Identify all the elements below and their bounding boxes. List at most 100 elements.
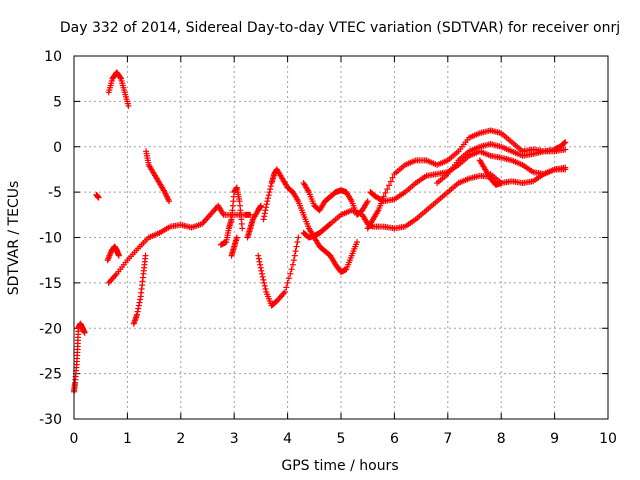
data-point bbox=[387, 178, 394, 185]
data-point bbox=[267, 186, 274, 193]
series-arc-i bbox=[217, 184, 246, 248]
data-point bbox=[295, 234, 302, 241]
data-point bbox=[382, 189, 389, 196]
data-point bbox=[294, 239, 301, 246]
x-tick-label: 0 bbox=[70, 431, 79, 447]
data-point bbox=[290, 257, 297, 264]
data-point bbox=[265, 195, 272, 202]
data-point bbox=[364, 198, 371, 205]
y-tick-label: -25 bbox=[39, 367, 62, 383]
data-point bbox=[264, 198, 271, 205]
data-point bbox=[258, 270, 265, 277]
data-point bbox=[261, 282, 268, 289]
data-point bbox=[262, 207, 269, 214]
data-point bbox=[134, 308, 141, 315]
data-point bbox=[95, 194, 102, 201]
series-arc-a bbox=[71, 325, 82, 395]
data-point bbox=[289, 261, 296, 268]
data-point bbox=[117, 74, 124, 81]
series-arc-j bbox=[228, 234, 240, 259]
data-point bbox=[256, 258, 263, 265]
data-point bbox=[562, 146, 569, 153]
series-arc-g bbox=[130, 252, 149, 327]
series-arc-b bbox=[75, 320, 88, 336]
data-point bbox=[262, 285, 269, 292]
data-point bbox=[142, 252, 149, 259]
data-point bbox=[239, 225, 246, 232]
data-point bbox=[115, 252, 122, 259]
x-tick-label: 7 bbox=[443, 431, 452, 447]
data-points bbox=[71, 69, 569, 395]
data-point bbox=[134, 311, 141, 318]
y-tick-label: -20 bbox=[39, 321, 62, 337]
series-arc-c bbox=[93, 191, 102, 201]
y-tick-labels: -30 -25 -20 -15 -10 -5 0 5 10 bbox=[39, 49, 62, 428]
series-arc-n bbox=[300, 172, 494, 241]
y-tick-label: 5 bbox=[53, 94, 62, 110]
data-point bbox=[281, 288, 288, 295]
x-tick-label: 2 bbox=[176, 431, 185, 447]
data-point bbox=[260, 276, 267, 283]
data-point bbox=[354, 239, 361, 246]
data-point bbox=[389, 174, 396, 181]
series-arc-e bbox=[104, 243, 122, 264]
x-tick-label: 3 bbox=[230, 431, 239, 447]
data-point bbox=[137, 296, 144, 303]
data-point bbox=[293, 243, 300, 250]
data-point bbox=[135, 305, 142, 312]
plot-frame bbox=[73, 55, 609, 420]
series-arc-h bbox=[143, 148, 173, 205]
data-point bbox=[380, 193, 387, 200]
series-arc-d bbox=[105, 202, 254, 286]
data-point bbox=[263, 204, 270, 211]
data-point bbox=[561, 139, 568, 146]
data-point bbox=[257, 261, 264, 268]
y-tick-label: -15 bbox=[39, 276, 62, 292]
series-arc-q bbox=[364, 127, 569, 232]
data-point bbox=[257, 264, 264, 271]
x-tick-label: 4 bbox=[283, 431, 292, 447]
data-point bbox=[135, 302, 142, 309]
x-tick-label: 10 bbox=[599, 431, 617, 447]
data-point bbox=[255, 252, 262, 259]
data-point bbox=[386, 182, 393, 189]
data-point bbox=[265, 192, 272, 199]
y-tick-label: -5 bbox=[48, 185, 62, 201]
y-tick-label: 0 bbox=[53, 140, 62, 156]
data-point bbox=[384, 186, 391, 193]
data-point bbox=[233, 234, 240, 241]
data-point bbox=[258, 267, 265, 274]
y-axis-label: SDTVAR / TECUs bbox=[6, 181, 22, 296]
x-tick-label: 9 bbox=[550, 431, 559, 447]
series-arc-l bbox=[255, 234, 302, 309]
series-arc-t bbox=[476, 157, 505, 188]
data-point bbox=[261, 210, 268, 217]
series-arc-k bbox=[244, 202, 264, 241]
x-axis-label: GPS time / hours bbox=[281, 458, 398, 474]
series-arc-o bbox=[300, 180, 371, 218]
data-point bbox=[287, 270, 294, 277]
x-tick-label: 5 bbox=[337, 431, 346, 447]
data-point bbox=[284, 279, 291, 286]
data-point bbox=[261, 213, 268, 220]
x-tick-label: 6 bbox=[390, 431, 399, 447]
x-tick-label: 1 bbox=[123, 431, 132, 447]
data-point bbox=[288, 266, 295, 273]
data-point bbox=[255, 255, 262, 262]
data-point bbox=[166, 198, 173, 205]
data-point bbox=[257, 202, 264, 209]
data-point bbox=[266, 189, 273, 196]
data-point bbox=[562, 166, 569, 173]
data-point bbox=[292, 248, 299, 255]
data-point bbox=[291, 252, 298, 259]
data-point bbox=[81, 329, 88, 336]
data-point bbox=[260, 216, 267, 223]
data-point bbox=[283, 284, 290, 291]
data-point bbox=[263, 201, 270, 208]
y-tick-label: -30 bbox=[39, 412, 62, 428]
series-arc-m bbox=[260, 166, 361, 275]
data-point bbox=[261, 279, 268, 286]
data-point bbox=[136, 299, 143, 306]
series-arc-r bbox=[434, 141, 569, 187]
